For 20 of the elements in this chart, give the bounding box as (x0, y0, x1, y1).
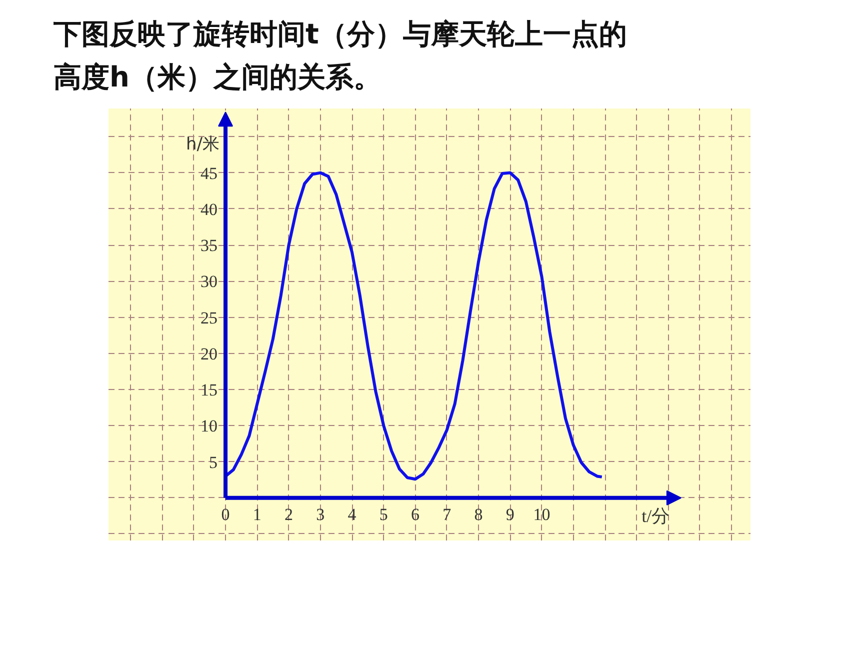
x-tick-label: 3 (316, 504, 325, 524)
y-tick-label: 35 (200, 236, 218, 256)
x-tick-label: 4 (348, 504, 357, 524)
x-tick-label: 8 (474, 504, 483, 524)
x-tick-label: 2 (284, 504, 294, 524)
y-tick-label: 15 (200, 380, 218, 400)
x-tick-label: 9 (506, 504, 514, 524)
x-tick-label: 6 (411, 504, 420, 524)
x-tick-label: 10 (533, 504, 550, 524)
x-tick-label: 7 (442, 504, 452, 524)
x-axis-title: t/分 (642, 506, 670, 526)
y-tick-label: 30 (200, 272, 218, 292)
y-axis-title: h/米 (186, 134, 220, 155)
y-tick-label: 10 (200, 416, 218, 436)
chart-title: 下图反映了旋转时间t（分）与摩天轮上一点的高度h（米）之间的关系。 (52, 18, 627, 94)
x-tick-label: 1 (252, 504, 262, 524)
x-tick-label: 0 (221, 504, 230, 524)
y-tick-label: 25 (200, 308, 218, 328)
x-tick-label: 5 (379, 504, 388, 524)
y-tick-label: 20 (200, 344, 218, 364)
